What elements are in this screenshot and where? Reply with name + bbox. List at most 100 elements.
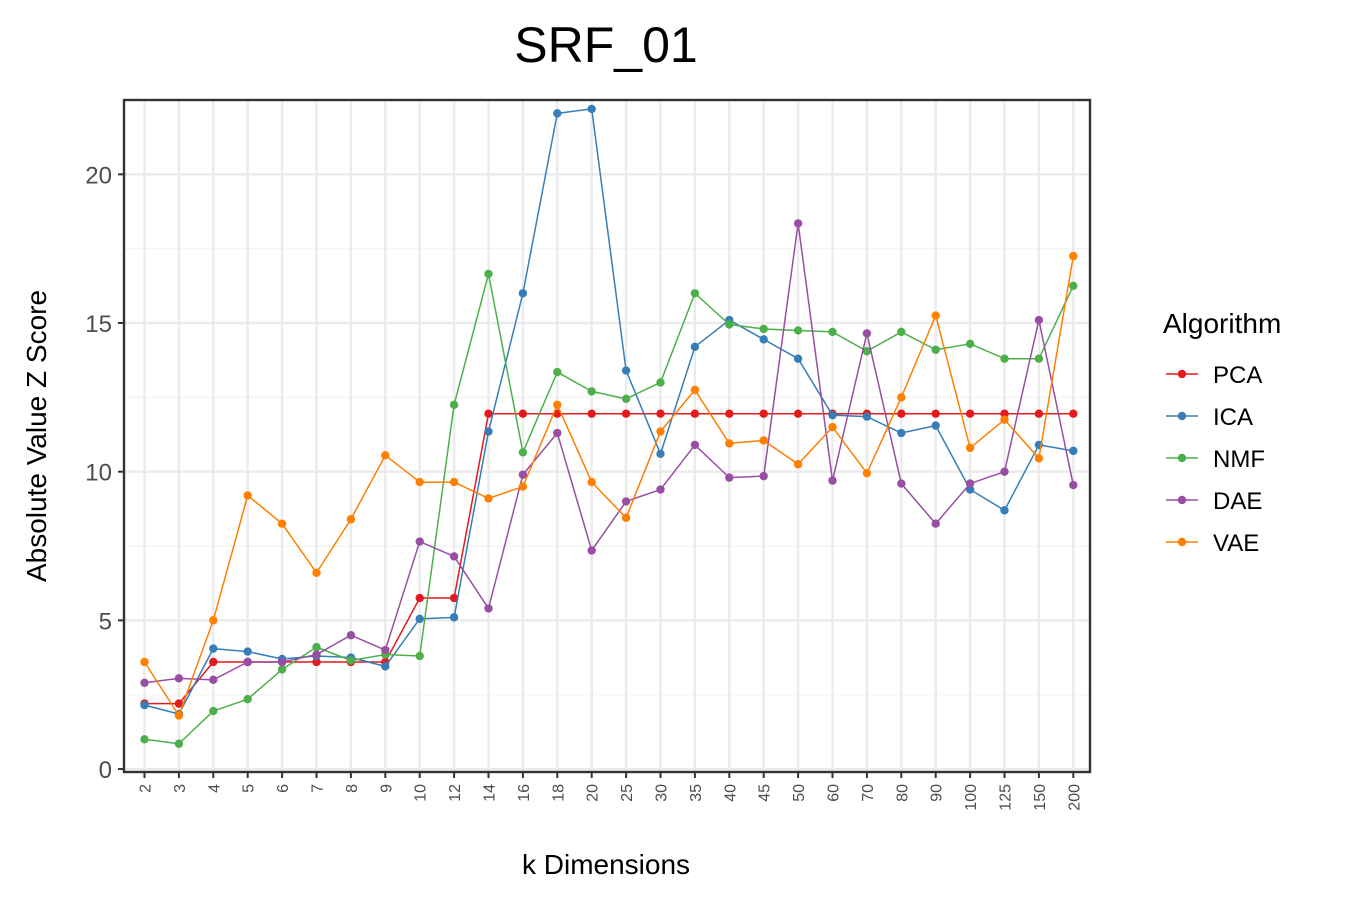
legend-label: VAE xyxy=(1213,530,1259,557)
legend: Algorithm PCA ICA NMF DAE VAE xyxy=(1163,308,1281,557)
data-point-ica xyxy=(759,335,768,344)
y-tick-label: 5 xyxy=(99,608,112,635)
data-point-pca xyxy=(209,657,218,667)
x-tick-label: 50 xyxy=(791,784,808,802)
legend-label: ICA xyxy=(1213,404,1253,431)
data-point-pca xyxy=(621,409,631,418)
data-point-ica xyxy=(931,421,940,430)
data-point-pca xyxy=(759,409,768,418)
data-point-dae xyxy=(1000,467,1009,476)
data-point-vae xyxy=(793,460,803,469)
plot-border xyxy=(122,98,1092,774)
chart-title: SRF_01 xyxy=(514,17,697,73)
legend-entry-pca: PCA xyxy=(1166,362,1262,389)
data-point-vae xyxy=(415,477,424,487)
data-point-nmf xyxy=(862,347,872,356)
data-point-dae xyxy=(346,631,356,640)
data-point-pca xyxy=(449,593,459,603)
data-point-ica xyxy=(381,662,390,671)
legend-entry-nmf: NMF xyxy=(1166,446,1265,473)
data-point-vae xyxy=(828,422,837,432)
x-tick-label: 100 xyxy=(963,784,980,811)
grid-layer xyxy=(124,100,1090,772)
data-point-pca xyxy=(793,409,803,418)
data-point-pca xyxy=(518,409,528,418)
data-point-vae xyxy=(862,468,872,478)
data-point-nmf xyxy=(449,400,459,409)
legend-key-point xyxy=(1177,369,1187,379)
legend-title: Algorithm xyxy=(1163,308,1281,339)
legend-entry-dae: DAE xyxy=(1166,488,1262,515)
series-vae xyxy=(140,251,1078,720)
x-tick-label: 3 xyxy=(172,784,189,793)
data-point-nmf xyxy=(931,345,940,354)
data-point-nmf xyxy=(243,694,252,704)
data-point-vae xyxy=(759,436,768,445)
data-point-ica xyxy=(209,644,218,653)
data-point-nmf xyxy=(415,651,424,661)
x-tick-label: 7 xyxy=(310,784,327,793)
data-point-nmf xyxy=(140,735,149,744)
series-pca xyxy=(140,409,1078,708)
data-point-pca xyxy=(1069,409,1078,418)
data-point-dae xyxy=(174,674,184,683)
data-point-nmf xyxy=(1000,354,1009,363)
x-tick-label: 25 xyxy=(619,784,636,802)
legend-key-point xyxy=(1177,411,1187,421)
data-point-ica xyxy=(656,449,665,459)
legend-entry-vae: VAE xyxy=(1166,530,1259,557)
data-point-nmf xyxy=(484,269,493,279)
x-tick-label: 10 xyxy=(413,784,430,802)
data-point-dae xyxy=(862,329,872,338)
data-point-dae xyxy=(1034,315,1044,325)
data-point-ica xyxy=(1069,446,1078,456)
data-point-pca xyxy=(965,409,975,418)
data-point-nmf xyxy=(725,320,734,329)
data-point-pca xyxy=(725,409,734,418)
data-point-dae xyxy=(1069,480,1078,490)
data-point-ica xyxy=(140,700,149,710)
data-point-ica xyxy=(1000,506,1009,515)
legend-key-point xyxy=(1177,495,1187,505)
data-point-nmf xyxy=(759,324,768,334)
data-point-vae xyxy=(243,491,252,500)
data-point-dae xyxy=(277,657,287,667)
data-point-vae xyxy=(484,494,493,503)
series-line-pca xyxy=(144,412,1074,705)
data-point-nmf xyxy=(1034,354,1044,363)
data-point-ica xyxy=(587,104,596,114)
data-point-nmf xyxy=(277,665,287,674)
data-point-dae xyxy=(965,479,975,488)
data-point-vae xyxy=(553,400,562,409)
data-point-pca xyxy=(415,593,424,603)
x-tick-label: 125 xyxy=(998,784,1015,811)
data-point-dae xyxy=(553,428,562,438)
data-point-vae xyxy=(174,711,184,720)
data-point-dae xyxy=(209,675,218,685)
data-point-vae xyxy=(656,427,665,436)
data-point-pca xyxy=(897,409,906,418)
series-line-dae xyxy=(144,222,1075,684)
data-point-dae xyxy=(312,650,321,659)
data-point-nmf xyxy=(621,394,631,404)
data-point-vae xyxy=(725,439,734,448)
data-point-ica xyxy=(828,410,837,420)
data-point-ica xyxy=(553,109,562,118)
data-point-vae xyxy=(897,393,906,402)
x-tick-label: 18 xyxy=(550,784,567,802)
data-point-nmf xyxy=(1069,281,1078,291)
data-point-dae xyxy=(621,497,631,506)
data-point-ica xyxy=(415,614,424,624)
data-point-nmf xyxy=(587,387,596,396)
x-tick-label: 30 xyxy=(654,784,671,802)
data-point-dae xyxy=(518,470,528,479)
data-point-ica xyxy=(793,354,803,363)
data-point-nmf xyxy=(312,642,321,652)
y-axis-label: Absolute Value Z Score xyxy=(21,290,52,582)
y-tick-label: 0 xyxy=(99,757,112,784)
data-point-vae xyxy=(346,515,356,524)
data-point-dae xyxy=(656,485,665,494)
x-tick-label: 16 xyxy=(516,784,533,802)
